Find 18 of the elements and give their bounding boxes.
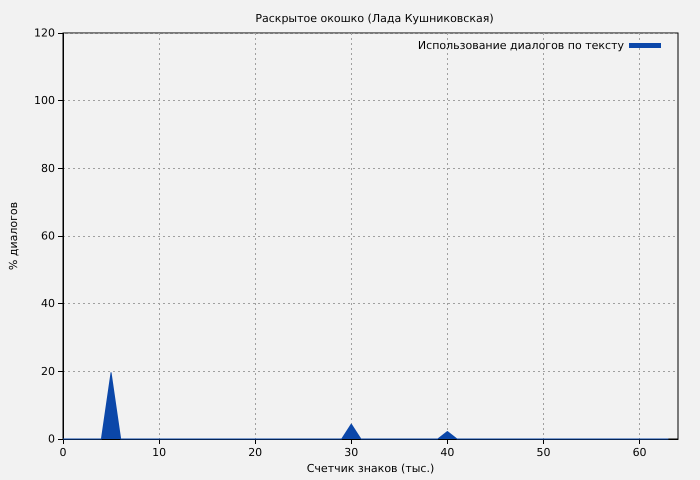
chart-title: Раскрытое окошко (Лада Кушниковская) <box>255 12 494 25</box>
y-tick-label: 0 <box>48 432 55 446</box>
y-tick-label: 60 <box>41 230 55 242</box>
y-tick-label: 80 <box>41 162 55 175</box>
y-tick-label: 40 <box>41 297 55 310</box>
x-tick-label: 50 <box>536 446 550 459</box>
x-tick-label: 0 <box>60 446 66 459</box>
y-tick-label: 120 <box>34 26 55 40</box>
x-tick-label: 20 <box>248 446 262 459</box>
y-tick-label: 100 <box>34 94 55 108</box>
y-tick-label: 20 <box>41 364 55 378</box>
x-tick-label: 30 <box>344 446 358 459</box>
x-tick-label: 40 <box>440 446 454 459</box>
legend-label: Использование диалогов по тексту <box>418 39 624 52</box>
y-axis-title: % диалогов <box>7 202 20 270</box>
x-tick-label: 10 <box>152 446 166 459</box>
x-tick-label: 60 <box>632 446 647 459</box>
x-axis-title: Счетчик знаков (тыс.) <box>306 462 434 475</box>
